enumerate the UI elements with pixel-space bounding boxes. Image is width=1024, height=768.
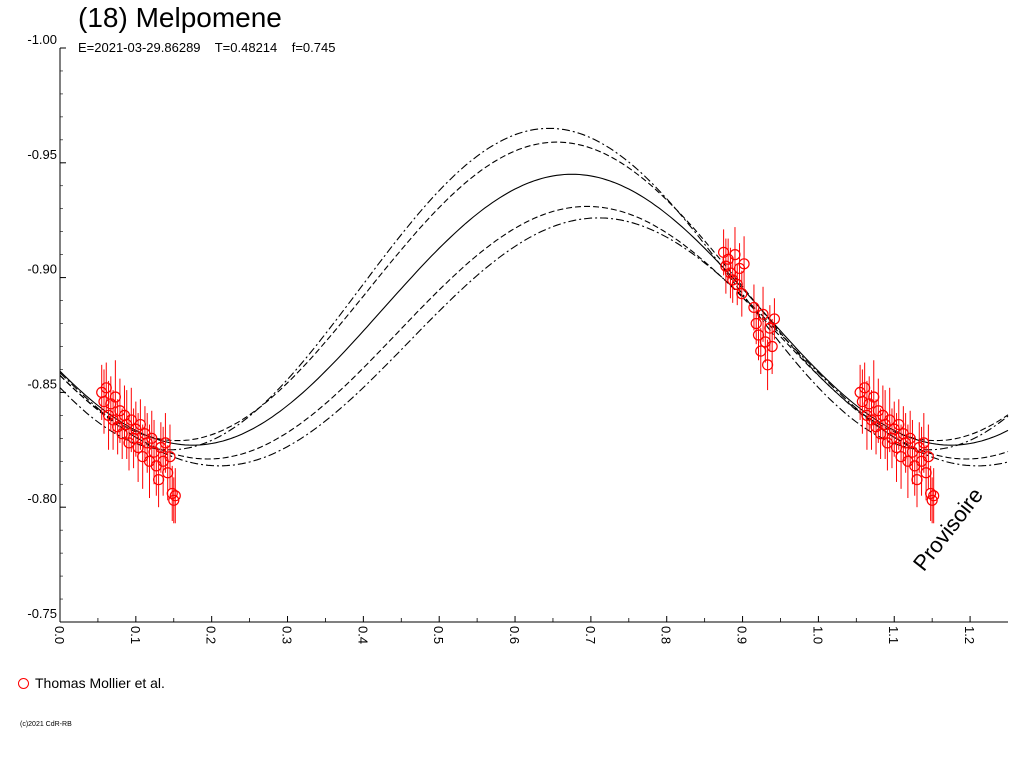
x-tick-label: 0.1 xyxy=(128,626,143,644)
data-point xyxy=(925,487,937,500)
y-tick-label: -0.90 xyxy=(27,262,57,277)
model-curve-dashed xyxy=(59,205,1009,460)
y-tick-label: -0.75 xyxy=(27,606,57,621)
x-tick-label: 0.7 xyxy=(583,626,598,644)
data-point xyxy=(169,490,181,502)
x-tick-label: 1.2 xyxy=(962,626,977,644)
x-tick-label: 0.6 xyxy=(507,626,522,644)
x-tick-label: 0.3 xyxy=(280,626,295,644)
model-curve-solid xyxy=(59,173,1009,446)
y-tick-label: -1.00 xyxy=(27,32,57,47)
chart-subtitle: E=2021-03-29.86289 T=0.48214 f=0.745 xyxy=(78,40,336,55)
data-point xyxy=(164,451,176,463)
legend-marker-circle-icon xyxy=(18,677,29,689)
model-curve-dashdot xyxy=(59,217,1009,467)
data-point xyxy=(738,258,750,270)
data-point xyxy=(922,451,934,463)
data-point xyxy=(768,313,781,325)
data-point xyxy=(168,494,180,506)
data-points xyxy=(96,227,940,524)
chart-axes: -1.00 -0.95 -0.90 -0.85 -0.80 -0.75 0.0 0.1 0.2 0… xyxy=(27,32,1008,644)
data-point xyxy=(166,487,178,500)
data-point xyxy=(748,301,760,314)
y-tick-label: -0.85 xyxy=(27,376,57,391)
legend: Thomas Mollier et al. xyxy=(18,675,165,691)
model-curves xyxy=(59,127,1009,467)
x-tick-label: 0.5 xyxy=(431,626,446,644)
data-point xyxy=(928,490,940,502)
model-curve-dashed xyxy=(59,141,1009,442)
copyright-note: (c)2021 CdR-RB xyxy=(20,721,72,728)
x-tick-label: 1.1 xyxy=(886,626,901,644)
y-tick-label: -0.80 xyxy=(27,491,57,506)
data-point xyxy=(750,317,762,330)
data-point xyxy=(757,308,769,320)
legend-label: Thomas Mollier et al. xyxy=(35,675,165,691)
x-tick-label: 0.8 xyxy=(659,626,674,644)
data-point xyxy=(766,340,778,353)
model-curve-dashdot xyxy=(59,127,1009,451)
data-point xyxy=(926,494,938,506)
chart-title: (18) Melpomene xyxy=(78,2,282,33)
x-tick-label: 0.0 xyxy=(52,626,67,644)
x-tick-label: 0.4 xyxy=(355,626,370,644)
x-tick-label: 0.2 xyxy=(204,626,219,644)
data-point xyxy=(736,288,748,300)
y-tick-label: -0.95 xyxy=(27,147,57,162)
x-tick-label: 0.9 xyxy=(735,626,750,644)
x-tick-label: 1.0 xyxy=(810,626,825,644)
